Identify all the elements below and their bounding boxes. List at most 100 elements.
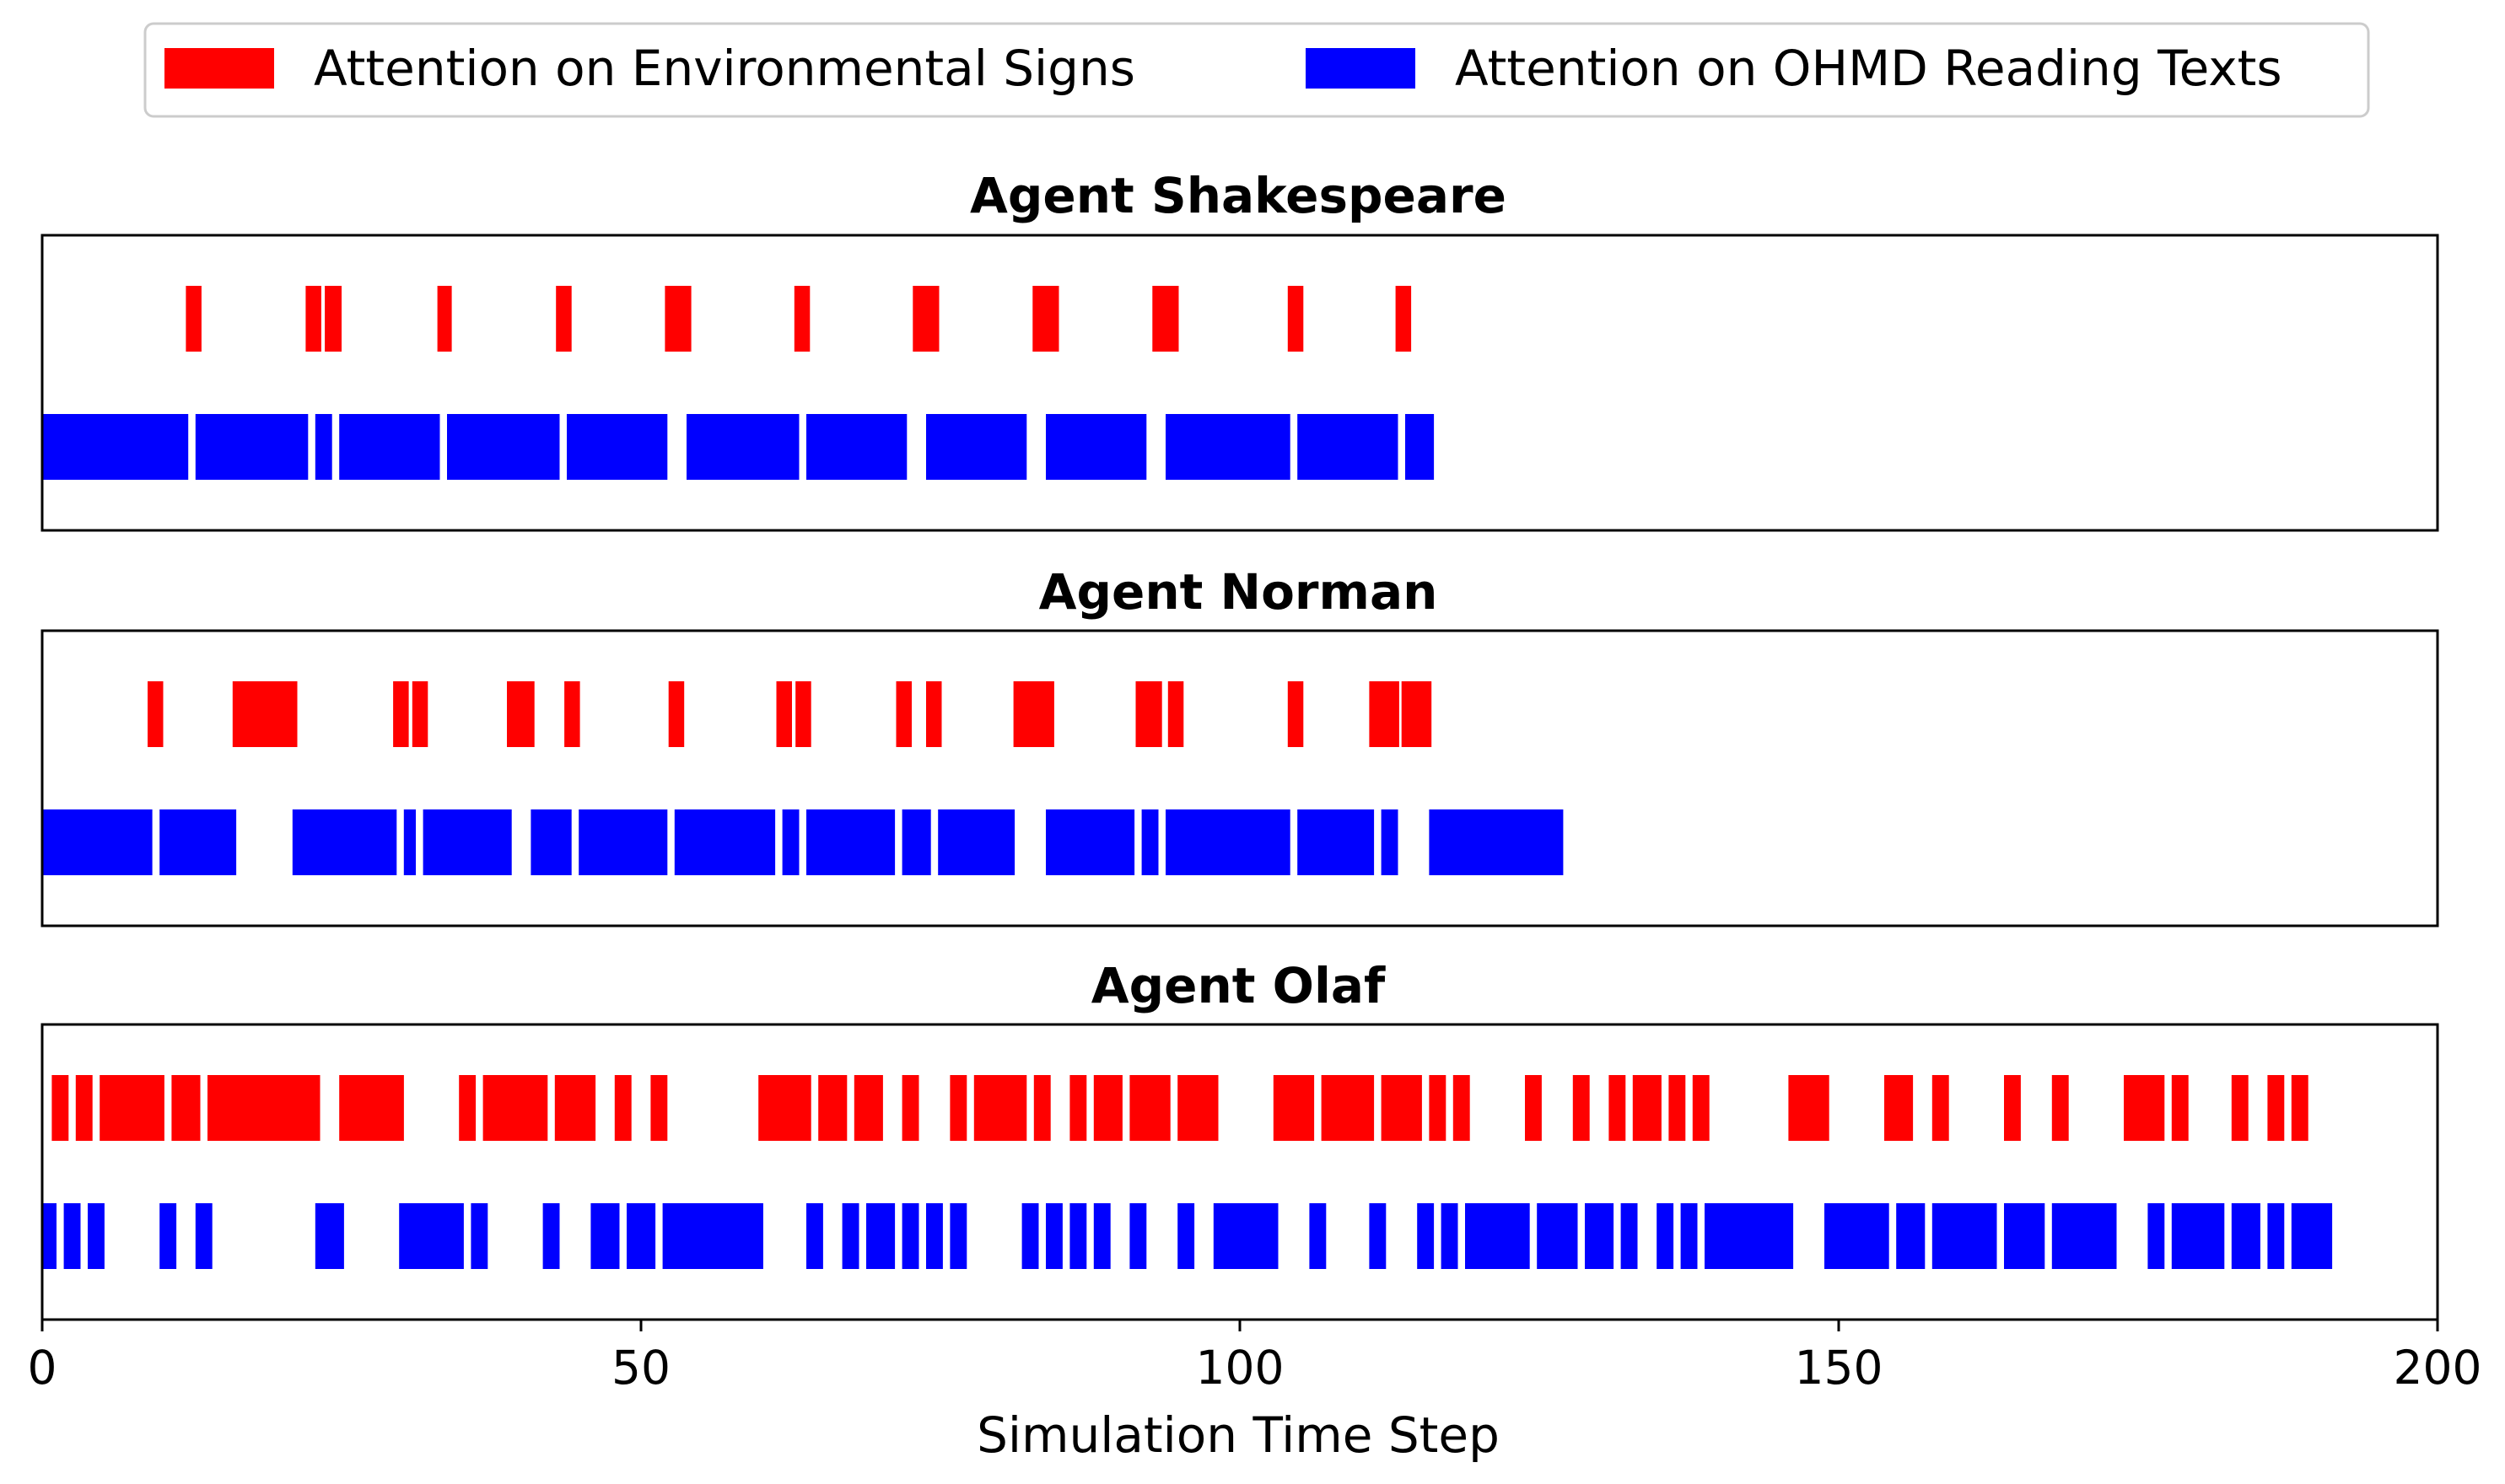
environmental-sign-segment (564, 681, 580, 747)
ohmd-reading-segment (2291, 1203, 2333, 1269)
environmental-sign-segment (1369, 681, 1399, 747)
ohmd-reading-segment (42, 414, 189, 480)
environmental-sign-segment (232, 681, 298, 747)
ohmd-reading-segment (687, 414, 800, 480)
ohmd-reading-segment (1657, 1203, 1674, 1269)
ohmd-reading-segment (1093, 1203, 1111, 1269)
ohmd-reading-segment (1213, 1203, 1279, 1269)
environmental-sign-segment (437, 286, 452, 352)
environmental-sign-segment (926, 681, 942, 747)
ohmd-reading-segment (2004, 1203, 2045, 1269)
environmental-sign-segment (1572, 1075, 1590, 1141)
ohmd-reading-segment (627, 1203, 656, 1269)
ohmd-reading-segment (159, 1203, 177, 1269)
x-tick-label: 50 (611, 1341, 671, 1395)
environmental-sign-segment (171, 1075, 201, 1141)
ohmd-reading-segment (1896, 1203, 1926, 1269)
ohmd-reading-segment (926, 414, 1027, 480)
environmental-sign-segment (1287, 681, 1304, 747)
ohmd-reading-segment (1141, 809, 1159, 875)
environmental-sign-segment (1401, 681, 1432, 747)
ohmd-reading-segment (1129, 1203, 1147, 1269)
ohmd-reading-segment (1166, 809, 1290, 875)
environmental-sign-segment (1069, 1075, 1087, 1141)
ohmd-reading-segment (2171, 1203, 2225, 1269)
ohmd-reading-segment (195, 414, 309, 480)
ohmd-reading-segment (1429, 809, 1564, 875)
ohmd-reading-segment (938, 809, 1015, 875)
environmental-sign-segment (148, 681, 164, 747)
environmental-sign-segment (51, 1075, 69, 1141)
environmental-sign-segment (795, 681, 811, 747)
environmental-sign-segment (1525, 1075, 1542, 1141)
environmental-sign-segment (1668, 1075, 1686, 1141)
environmental-sign-segment (1093, 1075, 1123, 1141)
environmental-sign-segment (668, 681, 685, 747)
environmental-sign-segment (1429, 1075, 1446, 1141)
ohmd-reading-segment (1309, 1203, 1327, 1269)
panel-bars (42, 681, 1564, 875)
environmental-sign-segment (1608, 1075, 1626, 1141)
ohmd-reading-segment (542, 1203, 560, 1269)
environmental-sign-segment (2291, 1075, 2308, 1141)
panel-agent-olaf: Agent Olaf (40, 957, 2439, 1321)
x-tick-label: 200 (2394, 1341, 2482, 1395)
ohmd-reading-segment (1441, 1203, 1458, 1269)
legend: Attention on Environmental Signs Attenti… (143, 22, 2370, 118)
ohmd-reading-segment (1021, 1203, 1039, 1269)
environmental-sign-segment (556, 286, 572, 352)
ohmd-reading-segment (1417, 1203, 1435, 1269)
environmental-sign-segment (1452, 1075, 1470, 1141)
ohmd-reading-segment (579, 809, 668, 875)
environmental-sign-segment (1167, 681, 1184, 747)
environmental-sign-segment (1788, 1075, 1829, 1141)
ohmd-reading-segment (2147, 1203, 2165, 1269)
ohmd-reading-segment (1931, 1203, 1997, 1269)
environmental-sign-segment (973, 1075, 1027, 1141)
panel-agent-shakespeare: Agent Shakespeare (40, 167, 2439, 532)
panel-title: Agent Norman (1039, 563, 1438, 621)
environmental-sign-segment (325, 286, 342, 352)
environmental-sign-segment (1273, 1075, 1315, 1141)
environmental-sign-segment (1032, 286, 1059, 352)
environmental-sign-segment (305, 286, 321, 352)
ohmd-reading-segment (1824, 1203, 1889, 1269)
ohmd-reading-segment (902, 1203, 919, 1269)
legend-label-environmental-signs: Attention on Environmental Signs (314, 40, 1135, 97)
environmental-sign-segment (1152, 286, 1179, 352)
environmental-sign-segment (412, 681, 428, 747)
ohmd-reading-segment (159, 809, 237, 875)
ohmd-reading-segment (471, 1203, 488, 1269)
environmental-sign-segment (896, 681, 912, 747)
ohmd-reading-segment (1297, 809, 1375, 875)
panel-agent-norman: Agent Norman (40, 563, 2439, 928)
ohmd-reading-segment (2267, 1203, 2285, 1269)
environmental-sign-segment (902, 1075, 919, 1141)
ohmd-reading-segment (315, 414, 332, 480)
environmental-sign-segment (1129, 1075, 1171, 1141)
ohmd-reading-segment (950, 1203, 967, 1269)
environmental-sign-segment (854, 1075, 883, 1141)
ohmd-reading-segment (447, 414, 560, 480)
ohmd-reading-segment (567, 414, 668, 480)
panel-frame (40, 1023, 2439, 1321)
ohmd-reading-segment (1381, 809, 1398, 875)
environmental-sign-segment (794, 286, 811, 352)
environmental-sign-segment (1692, 1075, 1710, 1141)
environmental-sign-segment (2171, 1075, 2189, 1141)
x-tick-label: 100 (1196, 1341, 1285, 1395)
environmental-sign-segment (2051, 1075, 2069, 1141)
environmental-sign-segment (339, 1075, 404, 1141)
legend-frame (143, 22, 2370, 118)
x-axis-label: Simulation Time Step (977, 1406, 1500, 1464)
ohmd-reading-segment (1537, 1203, 1578, 1269)
environmental-sign-segment (2267, 1075, 2285, 1141)
panel-frame (40, 629, 2439, 928)
environmental-sign-segment (2124, 1075, 2165, 1141)
panel-frame (40, 234, 2439, 532)
ohmd-reading-segment (2051, 1203, 2117, 1269)
environmental-sign-segment (1013, 681, 1054, 747)
environmental-sign-segment (1884, 1075, 1914, 1141)
panel-bars (42, 286, 1435, 480)
